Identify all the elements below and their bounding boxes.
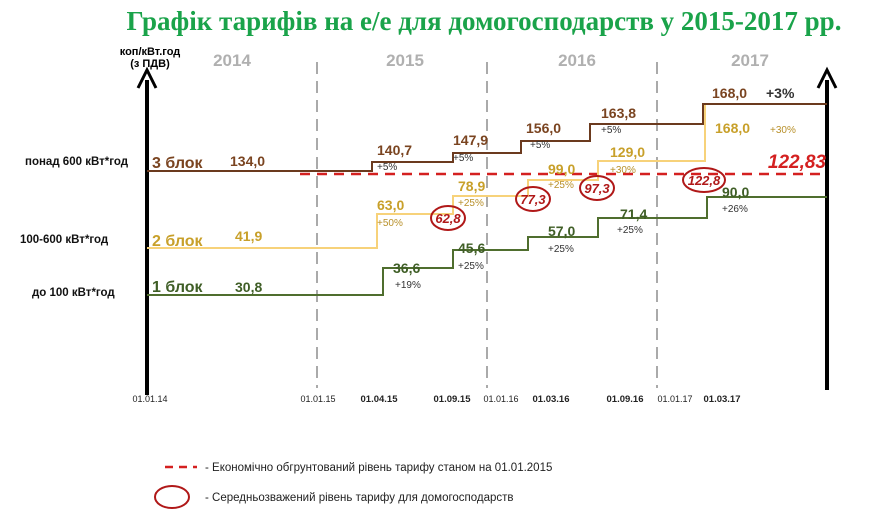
weighted-average-ellipse [579,175,615,201]
change-label: +19% [395,280,421,291]
value-label: 90,0 [722,184,749,200]
change-label: +5% [453,153,473,164]
weighted-average-ellipse [430,205,466,231]
value-label: 45,6 [458,240,485,256]
legend-text: - Економічно обгрунтований рівень тарифу… [205,462,552,474]
value-label: 140,7 [377,142,412,158]
value-label: 63,0 [377,197,404,213]
block-label: 1 блок [152,279,204,296]
x-tick-label: 01.03.17 [704,394,741,405]
value-label: 30,8 [235,279,262,295]
change-label: +25% [458,261,484,272]
weighted-average-label: 77,3 [520,192,546,207]
value-label: 134,0 [230,153,265,169]
change-label: +25% [548,180,574,191]
legend-ellipse-marker [154,485,190,509]
value-label: 36,6 [393,260,420,276]
x-tick-label: 01.09.16 [607,394,644,405]
value-label: 129,0 [610,144,645,160]
change-label: +5% [377,162,397,173]
weighted-average-ellipse [515,186,551,212]
value-label: 78,9 [458,178,485,194]
value-label: 168,0 [712,85,747,101]
category-label: до 100 кВт*год [32,287,115,299]
y-axis-label-unit: (з ПДВ) [130,58,170,70]
value-label: 99,0 [548,161,575,177]
value-label: 168,0 [715,120,750,136]
year-label: 2016 [558,51,596,70]
value-label: 41,9 [235,228,262,244]
change-label: +30% [610,165,636,176]
block-label: 2 блок [152,233,204,250]
change-label: +5% [601,125,621,136]
y-axis-left-arrow [136,66,158,89]
series-line-1-blok [147,196,827,296]
change-label: +25% [458,198,484,209]
change-label: +3% [766,85,795,101]
series-line-3-blok [147,103,827,172]
change-label: +5% [530,140,550,151]
category-label: 100-600 кВт*год [20,234,109,246]
x-tick-label: 01.03.16 [533,394,570,405]
value-label: 147,9 [453,132,488,148]
change-label: +25% [548,244,574,255]
block-label: 3 блок [152,155,204,172]
value-label: 163,8 [601,105,636,121]
value-label: 71,4 [620,206,647,222]
value-label: 156,0 [526,120,561,136]
year-label: 2017 [731,51,769,70]
x-tick-label: 01.04.15 [361,394,399,405]
x-tick-label: 01.09.15 [434,394,472,405]
chart-title: Графік тарифів на е/е для домогосподарст… [127,6,842,36]
category-label: понад 600 кВт*год [25,156,129,168]
x-tick-label: 01.01.15 [300,394,335,404]
year-label: 2014 [213,51,251,70]
change-label: +26% [722,204,748,215]
legend-text: - Середньозважений рівень тарифу для дом… [205,492,514,504]
x-tick-label: 01.01.16 [483,394,518,404]
weighted-average-ellipse [682,167,726,193]
x-tick-label: 01.01.14 [132,394,167,404]
change-label: +25% [617,225,643,236]
y-axis-label: коп/кВт.год [120,46,181,58]
weighted-average-label: 62,8 [435,211,461,226]
economic-level-label: 122,83 [768,152,827,173]
weighted-average-label: 122,8 [688,173,721,188]
change-label: +50% [377,218,403,229]
value-label: 57,0 [548,223,575,239]
y-axis-right-arrow [816,66,838,89]
weighted-average-label: 97,3 [584,181,610,196]
x-tick-label: 01.01.17 [657,394,692,404]
change-label: +30% [770,125,796,136]
year-label: 2015 [386,51,424,70]
